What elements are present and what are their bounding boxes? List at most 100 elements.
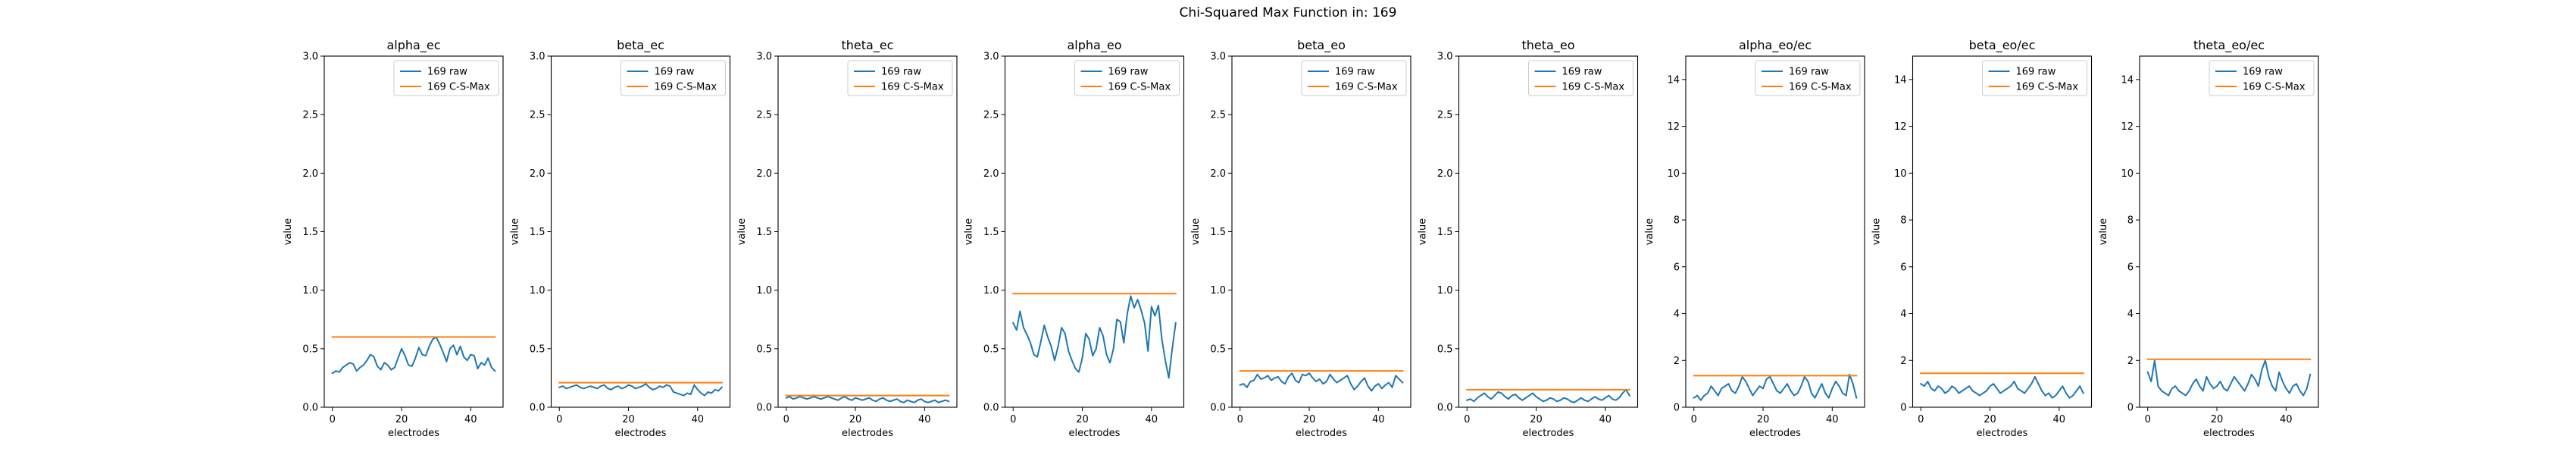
x-tick-label: 40 [692, 414, 705, 425]
raw-series-line [558, 383, 724, 397]
y-tick-label: 0 [1900, 403, 1906, 414]
legend: 169 raw 169 C-S-Max [1755, 60, 1861, 96]
subplot-title: beta_ec [617, 38, 664, 53]
y-tick-label: 12 [2121, 121, 2134, 133]
y-tick-label: 12 [1667, 121, 1680, 133]
y-tick-label: 1.0 [302, 285, 318, 297]
x-tick-label: 20 [1076, 414, 1089, 425]
y-axis-label: value [1418, 218, 1429, 246]
x-tick-label: 40 [1826, 414, 1839, 425]
plot-area [1912, 56, 2092, 407]
y-tick-label: 2.0 [530, 168, 546, 180]
y-tick-label: 1.0 [530, 285, 546, 297]
x-tick-label: 0 [783, 414, 789, 425]
y-tick-label: 2.0 [1437, 168, 1453, 180]
y-tick-label: 1.0 [1437, 285, 1453, 297]
y-tick-label: 2.5 [983, 110, 999, 121]
y-tick-label: 8 [1674, 215, 1680, 227]
legend-cs-max-label: 169 C-S-Max [427, 82, 490, 93]
legend-raw-label: 169 raw [427, 67, 467, 78]
y-tick-label: 2.5 [1210, 110, 1226, 121]
y-tick-label: 3.0 [1210, 52, 1226, 63]
x-tick-label: 0 [330, 414, 336, 425]
y-tick-label: 14 [1894, 74, 1907, 86]
subplot: 0 20 40 0 2 4 6 8 10 12 14 alpha_eo/ec electrodes val… [1644, 38, 1865, 439]
y-tick-label: 2.5 [530, 110, 546, 121]
subplot-title: theta_ec [842, 38, 894, 53]
axes-frame [2139, 55, 2319, 408]
y-axis-label: value [1644, 218, 1655, 246]
y-axis-label: value [1871, 218, 1883, 246]
x-tick-label: 40 [1146, 414, 1158, 425]
y-tick-label: 0.0 [756, 403, 772, 414]
y-tick-label: 1.5 [983, 227, 999, 238]
y-tick-label: 8 [2127, 215, 2134, 227]
y-tick-label: 0.0 [983, 403, 999, 414]
y-axis-label: value [2098, 218, 2109, 246]
legend-raw-label: 169 raw [1789, 67, 1829, 78]
plot-area [2140, 56, 2318, 407]
raw-series-line [1011, 295, 1177, 379]
legend-cs-max-label: 169 C-S-Max [1562, 82, 1625, 93]
legend-cs-max-label: 169 C-S-Max [655, 82, 717, 93]
plot-area [1005, 56, 1184, 407]
subplot: 0 20 40 0.0 0.5 1.0 1.5 2.0 2.5 3.0 beta_eoelectro… [1190, 38, 1411, 439]
raw-series-line [2146, 359, 2312, 397]
subplot: 0 20 40 0 2 4 6 8 10 12 14 beta_eo/ec electrodes valu… [1871, 38, 2093, 439]
legend: 169 raw 169 C-S-Max [1982, 60, 2087, 96]
y-axis-label: value [510, 218, 521, 246]
subplot: 0 20 40 0.0 0.5 1.0 1.5 2.0 2.5 3.0 theta_ecelectr… [736, 38, 958, 439]
y-tick-label: 0.0 [302, 403, 318, 414]
y-tick-label: 0 [2127, 403, 2134, 414]
y-tick-label: 4 [2127, 309, 2134, 320]
legend-cs-max-label: 169 C-S-Max [2243, 82, 2306, 93]
y-tick-label: 1.5 [756, 227, 772, 238]
y-tick-label: 1.5 [1437, 227, 1453, 238]
y-tick-label: 0 [1674, 403, 1680, 414]
y-tick-label: 10 [1667, 168, 1680, 180]
y-tick-label: 1.0 [756, 285, 772, 297]
raw-series-line [1465, 388, 1631, 403]
y-tick-label: 12 [1894, 121, 1907, 133]
y-axis-label: value [736, 218, 748, 246]
y-tick-label: 14 [1667, 74, 1680, 86]
y-tick-label: 6 [2127, 262, 2134, 273]
subplot: 0 20 40 0.0 0.5 1.0 1.5 2.0 2.5 3.0 alpha_ecelectr… [283, 38, 504, 439]
subplot-title: theta_eo/ec [2193, 38, 2265, 53]
legend-cs-max-label: 169 C-S-Max [1335, 82, 1398, 93]
y-axis-label: value [1190, 218, 1202, 246]
plot-area [1458, 56, 1638, 407]
x-tick-label: 20 [395, 414, 408, 425]
legend-cs-max-label: 169 C-S-Max [1789, 82, 1852, 93]
subplot-title: beta_eo [1297, 38, 1346, 53]
x-tick-label: 40 [2053, 414, 2066, 425]
legend: 169 raw 169 C-S-Max [621, 60, 726, 96]
plot-area [1232, 56, 1411, 407]
subplot: 0 20 40 0.0 0.5 1.0 1.5 2.0 2.5 3.0 theta_eoelectr… [1418, 38, 1639, 439]
x-axis-label: electrodes [1296, 428, 1347, 439]
subplot-title: theta_eo [1522, 38, 1575, 53]
y-tick-label: 1.5 [530, 227, 546, 238]
x-tick-label: 0 [556, 414, 562, 425]
y-tick-label: 4 [1674, 309, 1680, 320]
y-tick-label: 2.0 [756, 168, 772, 180]
y-tick-label: 3.0 [756, 52, 772, 63]
figure-title: Chi-Squared Max Function in: 169 [1180, 5, 1397, 20]
raw-series-line [1239, 372, 1404, 392]
y-tick-label: 1.5 [302, 227, 318, 238]
y-tick-label: 0.5 [1210, 344, 1226, 355]
legend: 169 raw 169 C-S-Max [847, 60, 953, 96]
x-tick-label: 20 [1757, 414, 1770, 425]
x-axis-label: electrodes [1977, 428, 2028, 439]
y-tick-label: 10 [1894, 168, 1907, 180]
y-tick-label: 10 [2121, 168, 2134, 180]
legend-cs-max-label: 169 C-S-Max [1108, 82, 1171, 93]
subplot-title: alpha_ec [387, 38, 441, 53]
x-tick-label: 40 [1372, 414, 1385, 425]
y-tick-label: 2.5 [302, 110, 318, 121]
x-tick-label: 20 [1303, 414, 1316, 425]
legend-raw-label: 169 raw [1562, 67, 1602, 78]
legend: 169 raw 169 C-S-Max [1528, 60, 1633, 96]
x-tick-label: 40 [2280, 414, 2293, 425]
y-tick-label: 3.0 [530, 52, 546, 63]
